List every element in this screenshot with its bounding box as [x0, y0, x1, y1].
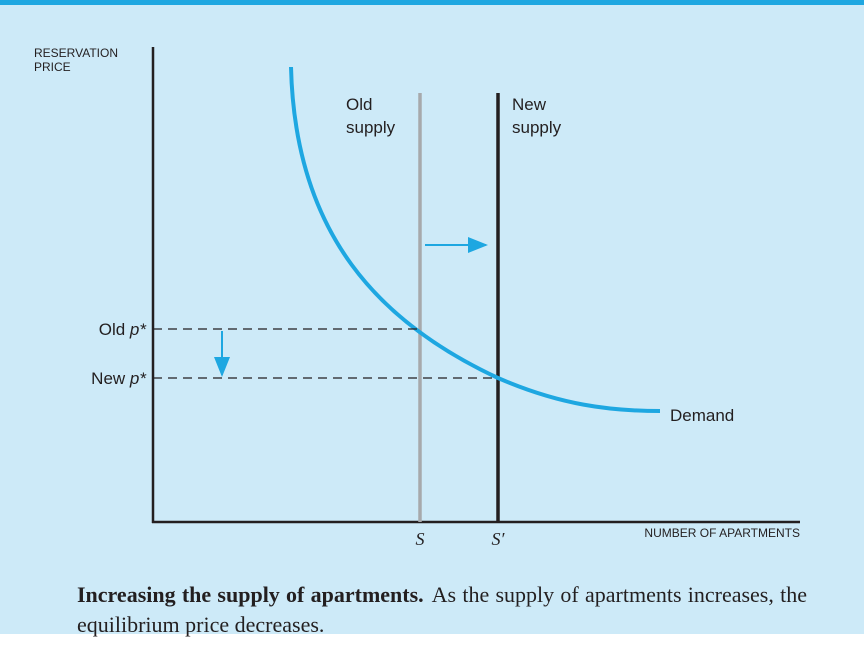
- old-price-label: Old p*: [99, 320, 148, 339]
- demand-label: Demand: [670, 406, 734, 425]
- old-quantity-label: S: [416, 529, 425, 549]
- new-quantity-label: S′: [492, 529, 506, 549]
- new-price-label: New p*: [91, 369, 147, 388]
- x-axis-label: NUMBER OF APARTMENTS: [644, 526, 800, 540]
- old-supply-label: Old: [346, 95, 372, 114]
- new-supply-label: New: [512, 95, 547, 114]
- new-supply-label: supply: [512, 118, 562, 137]
- caption-text: As the supply of apartments increases, t…: [77, 582, 807, 637]
- figure-panel: RESERVATION PRICE NUMBER OF APARTMENTS O…: [0, 0, 864, 637]
- demand-curve: [289, 66, 661, 413]
- new-price-symbol: p*: [129, 369, 147, 388]
- y-axis-label: RESERVATION: [34, 46, 118, 60]
- diagram: RESERVATION PRICE NUMBER OF APARTMENTS O…: [34, 46, 800, 549]
- old-price-symbol: p*: [129, 320, 147, 339]
- y-axis-label: PRICE: [34, 60, 71, 74]
- new-price-word: New: [91, 369, 126, 388]
- caption-title: Increasing the supply of apartments.: [77, 582, 424, 607]
- caption: Increasing the supply of apartments. As t…: [77, 580, 807, 640]
- old-supply-label: supply: [346, 118, 396, 137]
- old-price-word: Old: [99, 320, 125, 339]
